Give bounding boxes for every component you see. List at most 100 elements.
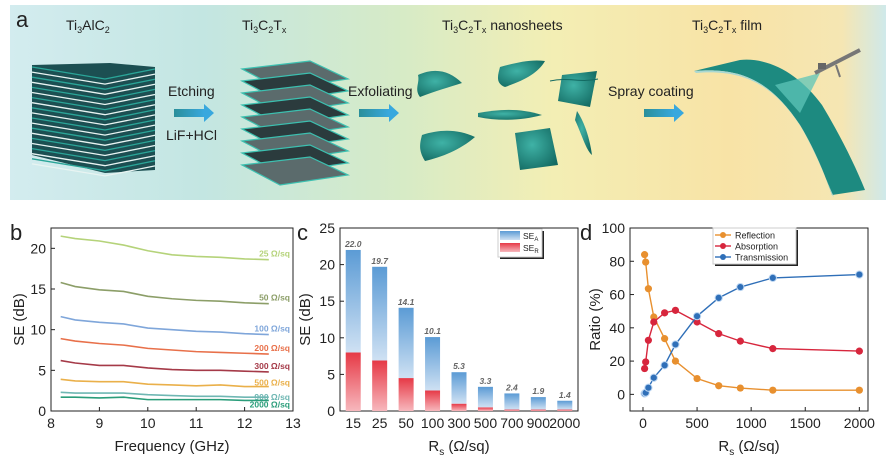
bar-ser <box>504 409 520 411</box>
data-point <box>715 382 723 390</box>
panel-letter-d: d <box>580 220 592 245</box>
x-tick-label: 100 <box>421 415 445 431</box>
nanosheets <box>417 60 599 170</box>
y-tick-label: 15 <box>30 281 46 297</box>
data-point <box>642 258 650 266</box>
spray-coating-arrow-icon <box>644 104 684 122</box>
y-tick-label: 5 <box>327 366 335 382</box>
y-tick-label: 80 <box>609 253 625 269</box>
bar-total-label: 1.4 <box>559 390 571 400</box>
legend-label: SEA <box>523 231 538 243</box>
bar-ser <box>530 409 546 411</box>
data-point <box>693 318 701 326</box>
bar-total-label: 22.0 <box>344 239 362 249</box>
bar-total-label: 3.3 <box>480 376 492 386</box>
series-line <box>643 254 860 391</box>
chart-c: c 0 5 10 15 20 25 22.0 15 19.7 25 14.1 50 10.1 100 5.3 3… <box>297 220 581 458</box>
x-axis-label: Rs (Ω/sq) <box>718 438 779 458</box>
bar-ser <box>451 403 467 411</box>
step-label-exfoliating: Exfoliating <box>348 83 413 99</box>
y-tick-label: 0 <box>327 403 335 419</box>
data-point <box>855 270 864 279</box>
legend-swatch <box>500 243 520 252</box>
bar-total-label: 14.1 <box>398 297 415 307</box>
x-axis-label: Frequency (GHz) <box>114 438 229 455</box>
series-line <box>60 235 269 261</box>
legend-marker <box>720 232 726 238</box>
panel-letter-b: b <box>10 220 22 245</box>
y-tick-label: 20 <box>609 353 625 369</box>
series-line <box>60 396 269 402</box>
y-axis-label: Ratio (%) <box>587 288 604 351</box>
chart-d: d 0 500 1000 1500 2000 0 20 40 60 80 100 Rs (Ω/sq) Ra… <box>580 220 875 458</box>
series-line <box>644 273 860 395</box>
y-tick-label: 10 <box>319 330 335 346</box>
x-tick-label: 500 <box>474 415 498 431</box>
data-point <box>641 364 649 373</box>
series-line <box>60 391 269 398</box>
spray-cone <box>775 73 820 113</box>
y-tick-label: 5 <box>38 362 46 378</box>
bar-sea <box>530 397 546 410</box>
legend-label: Transmission <box>735 253 788 263</box>
data-point <box>714 293 723 302</box>
data-point <box>650 313 658 321</box>
y-tick-label: 40 <box>609 320 625 336</box>
x-tick-label: 10 <box>140 415 156 431</box>
chart-b: b 8 9 10 11 12 13 0 5 10 15 20 Frequency (GHz) SE (dB… <box>10 220 301 455</box>
legend-label: Reflection <box>735 231 775 241</box>
x-tick-label: 25 <box>372 415 388 431</box>
x-tick-label: 9 <box>96 415 104 431</box>
x-tick-label: 900 <box>527 415 551 431</box>
etching-arrow-icon <box>174 104 214 122</box>
x-tick-label: 11 <box>189 415 204 431</box>
series-line <box>60 337 269 355</box>
series-label: 200 Ω/sq <box>254 343 290 353</box>
data-point <box>769 386 777 394</box>
data-point <box>671 306 680 314</box>
bar-sea <box>477 386 493 408</box>
bar-total-label: 19.7 <box>371 256 389 266</box>
data-point <box>692 312 702 321</box>
data-point <box>769 345 777 353</box>
bar-total-label: 5.3 <box>453 361 465 371</box>
bar-sea <box>425 337 441 391</box>
bar-total-label: 10.1 <box>424 326 441 336</box>
x-tick-label: 12 <box>237 415 253 431</box>
series-label: 100 Ω/sq <box>254 324 290 334</box>
bar-sea <box>451 372 467 404</box>
step-label-spray-coating: Spray coating <box>608 83 694 99</box>
schematic-graphics <box>31 48 865 197</box>
exfoliating-arrow-icon <box>359 104 399 122</box>
x-tick-label: 13 <box>285 415 301 431</box>
x-tick-label: 15 <box>345 415 361 431</box>
airbrush-icon <box>814 48 861 78</box>
stage-label-ti3alc2: Ti3AlC2 <box>66 17 110 35</box>
data-point <box>660 361 669 370</box>
data-point <box>642 358 650 366</box>
series-line <box>60 359 269 373</box>
data-point <box>644 336 652 344</box>
data-point <box>661 309 669 317</box>
data-point <box>855 386 863 394</box>
y-axis-label: SE (dB) <box>297 293 314 346</box>
data-point <box>644 383 653 392</box>
stage-label-film: Ti3C2Tx film <box>692 17 763 35</box>
x-tick-label: 50 <box>398 415 414 431</box>
y-tick-label: 15 <box>319 293 335 309</box>
x-tick-label: 2000 <box>549 415 580 431</box>
x-tick-label: 700 <box>500 415 524 431</box>
legend-marker <box>720 254 726 260</box>
bar-total-label: 2.4 <box>505 382 518 392</box>
data-point <box>661 335 669 343</box>
x-tick-label: 1500 <box>790 415 821 431</box>
charts-area: b 8 9 10 11 12 13 0 5 10 15 20 Frequency (GHz) SE (dB… <box>10 220 875 458</box>
stage-label-ti3c2tx: Ti3C2Tx <box>242 17 287 35</box>
step-label-etching: Etching <box>168 83 215 99</box>
y-tick-label: 60 <box>609 287 625 303</box>
x-axis-label: Rs (Ω/sq) <box>428 438 489 458</box>
y-axis-label: SE (dB) <box>11 293 28 346</box>
series-line <box>60 378 269 388</box>
